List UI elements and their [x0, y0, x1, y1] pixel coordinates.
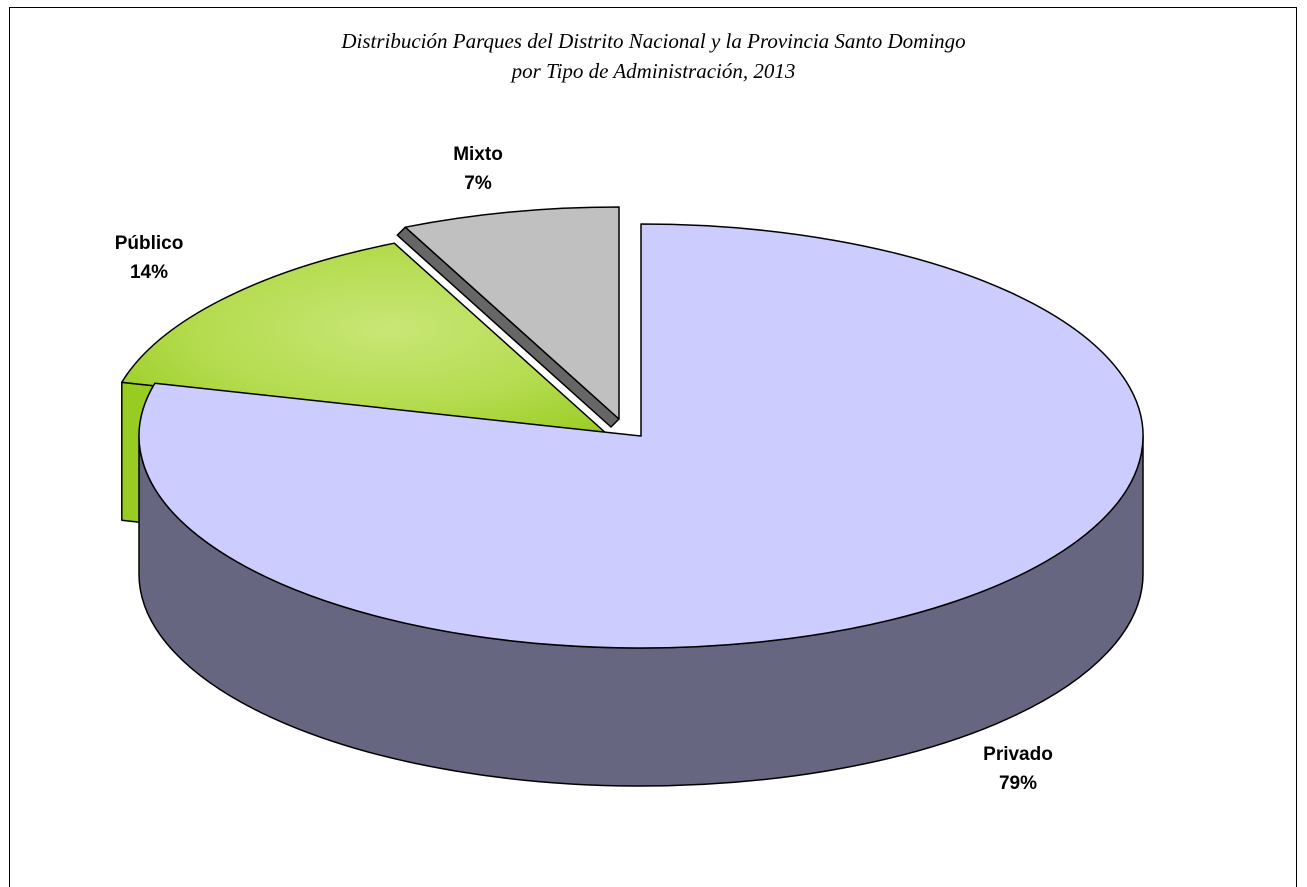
slice-top-publico — [121, 242, 609, 436]
slice-percent-mixto: 7% — [464, 173, 492, 194]
chart-title-line-2: por Tipo de Administración, 2013 — [511, 59, 796, 83]
slice-top-mixto — [404, 206, 620, 420]
slice-top-privado — [138, 223, 1144, 649]
chart-title-line-1: Distribución Parques del Distrito Nacion… — [341, 29, 966, 53]
slice-category-mixto: Mixto — [453, 144, 503, 165]
slice-label-publico: Público 14% — [115, 229, 184, 287]
slice-label-privado: Privado 79% — [983, 740, 1053, 798]
slice-category-privado: Privado — [983, 744, 1053, 765]
chart-title: Distribución Parques del Distrito Nacion… — [0, 26, 1307, 86]
pie-slices — [121, 206, 1144, 787]
slice-category-publico: Público — [114, 233, 184, 254]
slice-label-mixto: Mixto 7% — [453, 140, 503, 198]
slice-percent-publico: 14% — [129, 262, 169, 283]
slice-percent-privado: 79% — [998, 773, 1038, 794]
